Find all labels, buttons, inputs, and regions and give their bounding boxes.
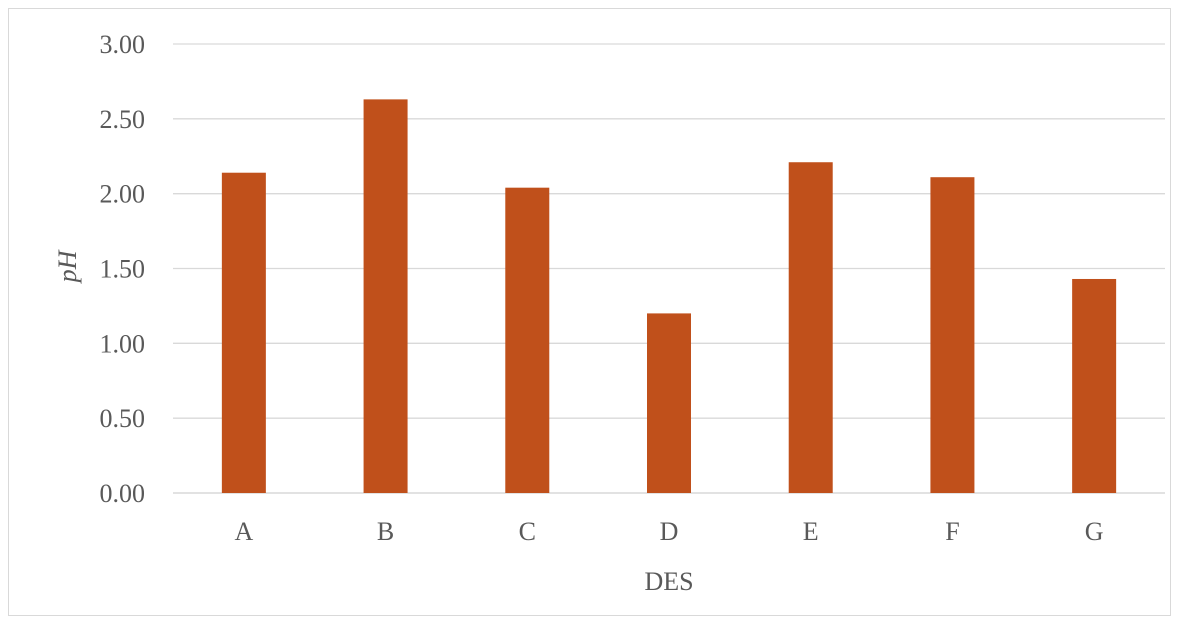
y-tick-label: 1.00	[100, 329, 146, 358]
y-tick-label: 0.50	[100, 404, 146, 433]
y-tick-label: 2.50	[100, 105, 146, 134]
bars	[221, 99, 1117, 494]
y-tick-label: 2.00	[100, 180, 146, 209]
bar-c	[505, 187, 550, 493]
x-tick-label: B	[377, 517, 394, 546]
x-tick-label: F	[945, 517, 959, 546]
x-tick-label: E	[803, 517, 819, 546]
gridlines	[173, 43, 1165, 419]
x-tick-label: G	[1085, 517, 1104, 546]
bar-f	[930, 177, 975, 493]
x-axis-ticks: A B C D E F G	[234, 517, 1103, 546]
bar-d	[647, 313, 691, 493]
bar-a	[221, 172, 266, 494]
x-tick-label: C	[519, 517, 536, 546]
y-axis-title: pH	[53, 249, 82, 284]
x-tick-label: D	[660, 517, 679, 546]
chart-frame	[8, 8, 1171, 616]
x-axis-title: DES	[644, 567, 693, 596]
x-tick-label: A	[234, 517, 253, 546]
y-tick-label: 0.00	[100, 479, 146, 508]
bar-b	[363, 99, 408, 494]
y-tick-label: 3.00	[100, 30, 146, 59]
y-tick-label: 1.50	[100, 255, 146, 284]
bar-g	[1072, 278, 1117, 493]
bar-e	[788, 162, 833, 493]
y-axis-ticks: 0.00 0.50 1.00 1.50 2.00 2.50 3.00	[100, 30, 146, 508]
